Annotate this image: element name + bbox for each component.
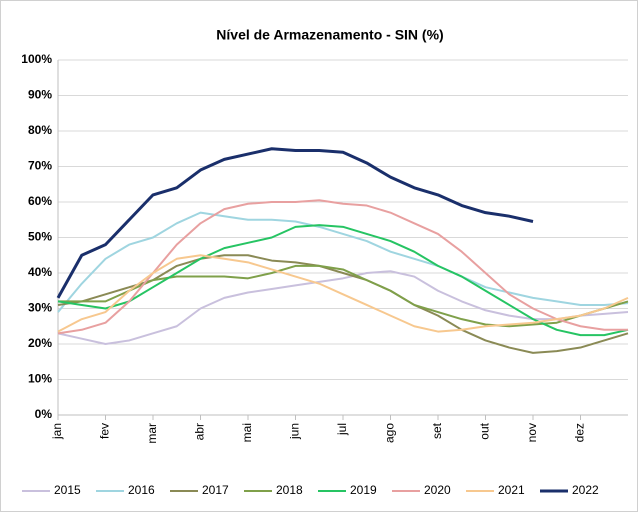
legend-label: 2017 <box>202 483 229 497</box>
series-line <box>56 147 534 299</box>
series-line <box>58 264 629 328</box>
x-tick-label: out <box>478 422 492 439</box>
chart-title: Nível de Armazenamento - SIN (%) <box>216 27 443 43</box>
y-tick-label: 80% <box>28 123 52 137</box>
x-tick-label: abr <box>193 423 207 440</box>
legend-label: 2018 <box>276 483 303 497</box>
series-line <box>57 211 629 313</box>
x-tick-label: jan <box>50 423 64 440</box>
x-tick-label: mai <box>240 423 254 442</box>
y-tick-label: 90% <box>28 88 52 102</box>
series-line <box>57 224 629 337</box>
x-tick-label: jul <box>335 423 349 436</box>
x-tick-label: ago <box>383 423 397 443</box>
y-tick-label: 30% <box>28 301 52 315</box>
y-tick-label: 10% <box>28 372 52 386</box>
y-tick-label: 20% <box>28 336 52 350</box>
y-tick-label: 60% <box>28 194 52 208</box>
legend-label: 2020 <box>424 483 451 497</box>
legend-label: 2015 <box>54 483 81 497</box>
legend-label: 2022 <box>572 483 599 497</box>
x-tick-label: nov <box>525 423 539 442</box>
y-tick-label: 50% <box>28 230 52 244</box>
y-tick-label: 100% <box>21 52 52 66</box>
legend-label: 2016 <box>128 483 155 497</box>
y-tick-label: 40% <box>28 265 52 279</box>
x-tick-label: dez <box>573 423 587 442</box>
x-tick-label: jun <box>288 423 302 440</box>
x-tick-label: mar <box>145 423 159 444</box>
series-line <box>57 254 629 333</box>
y-tick-label: 70% <box>28 159 52 173</box>
x-tick-label: set <box>430 422 444 439</box>
legend-label: 2019 <box>350 483 377 497</box>
y-tick-label: 0% <box>35 407 53 421</box>
legend-label: 2021 <box>498 483 525 497</box>
x-tick-label: fev <box>98 423 112 439</box>
